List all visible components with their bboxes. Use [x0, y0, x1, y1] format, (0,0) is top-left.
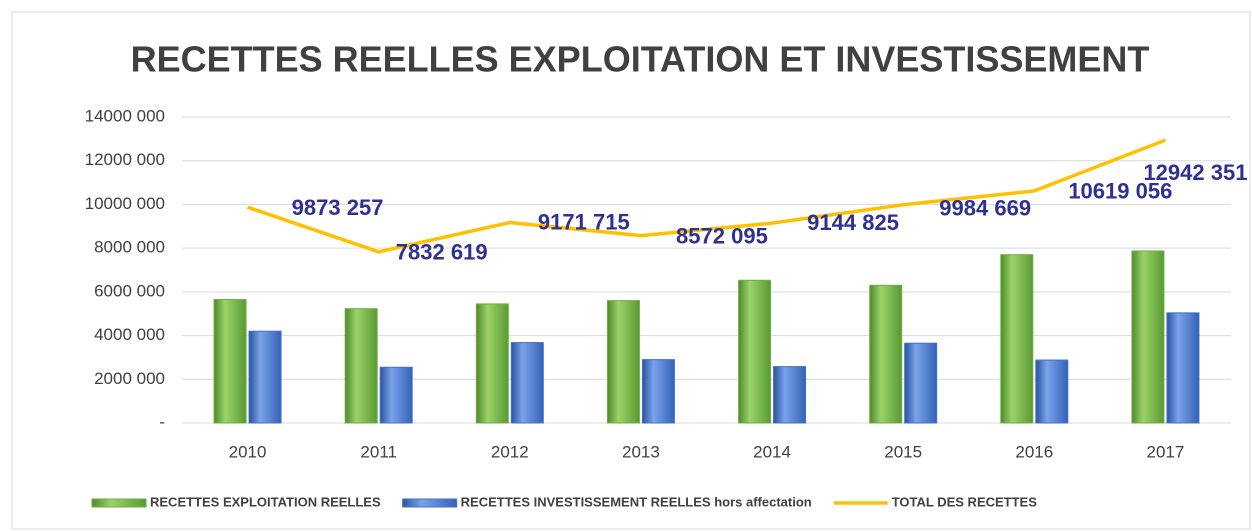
data-label: 12942 351	[1143, 160, 1247, 185]
bar	[1166, 312, 1200, 424]
bar	[344, 308, 378, 424]
x-tick-label: 2017	[1147, 442, 1185, 461]
x-tick-label: 2015	[884, 442, 922, 461]
y-tick-label: 14000 000	[85, 106, 165, 125]
bar	[248, 330, 282, 424]
bar	[213, 299, 247, 424]
x-tick-label: 2010	[229, 442, 267, 461]
chart-border	[11, 11, 1251, 530]
data-label: 9144 825	[807, 210, 899, 235]
data-label: 7832 619	[396, 240, 488, 265]
bar	[606, 300, 640, 424]
x-tick-label: 2011	[360, 442, 397, 461]
bar	[1000, 254, 1034, 424]
data-label: 8572 095	[676, 223, 768, 248]
bar	[510, 342, 544, 424]
y-tick-label: 2000 000	[94, 369, 165, 388]
bar	[1131, 250, 1165, 424]
x-tick-label: 2014	[753, 442, 791, 461]
y-tick-label: 8000 000	[94, 238, 165, 257]
bar	[641, 359, 675, 424]
y-tick-label: 6000 000	[94, 281, 165, 300]
legend-swatch	[402, 498, 458, 508]
bar	[475, 303, 509, 424]
legend-label: RECETTES EXPLOITATION REELLES	[150, 494, 381, 509]
data-label: 9171 715	[538, 209, 630, 234]
data-label: 9984 669	[939, 196, 1031, 221]
bar	[379, 366, 413, 424]
legend-label: TOTAL DES RECETTES	[892, 494, 1038, 509]
legend-label: RECETTES INVESTISSEMENT REELLES hors aff…	[461, 494, 812, 509]
data-label: 10619 056	[1068, 179, 1172, 204]
bar	[773, 366, 807, 424]
bar	[904, 342, 938, 424]
x-tick-label: 2012	[491, 442, 529, 461]
bar	[1035, 359, 1069, 424]
data-label: 9873 257	[292, 195, 384, 220]
bar	[738, 279, 772, 424]
x-tick-label: 2013	[622, 442, 660, 461]
y-tick-label: -	[159, 412, 165, 431]
y-tick-label: 10000 000	[85, 194, 165, 213]
legend-swatch	[91, 498, 147, 508]
line	[246, 138, 1167, 254]
x-tick-label: 2016	[1015, 442, 1053, 461]
chart-title: RECETTES REELLES EXPLOITATION ET INVESTI…	[131, 39, 1150, 80]
y-tick-label: 12000 000	[85, 150, 165, 169]
y-tick-label: 4000 000	[94, 325, 165, 344]
bar	[869, 284, 903, 424]
